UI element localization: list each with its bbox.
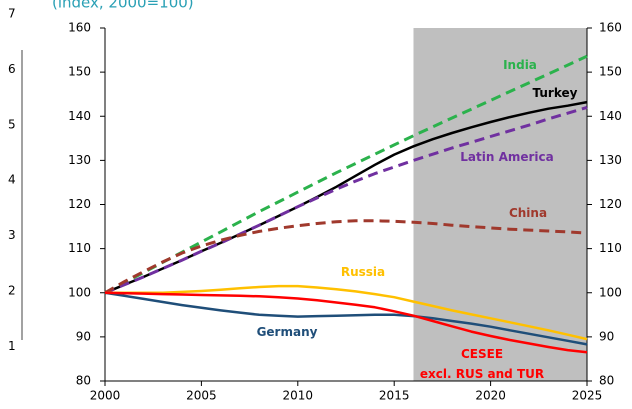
x-tick-label: 2025: [572, 389, 603, 403]
fragment-tick-label: 1: [8, 339, 16, 353]
series-label: CESEE excl. RUS and TUR: [419, 347, 545, 381]
series-line: [104, 291, 588, 346]
series-line: [104, 54, 588, 295]
y2-tick-label: 130: [599, 153, 622, 167]
series-label: India: [503, 58, 537, 72]
y-tick-label: 130: [68, 153, 91, 167]
y-tick-label: 150: [68, 65, 91, 79]
series-line: [104, 291, 588, 354]
forecast-shade: [413, 28, 587, 381]
fragment-tick-label: 2: [8, 284, 16, 298]
y2-tick-label: 90: [599, 329, 614, 343]
fragment-tick-label: 3: [8, 228, 16, 242]
fragment-tick-label: 4: [8, 173, 16, 187]
x-tick-label: 2015: [379, 389, 410, 403]
fragment-tick-label: 7: [8, 6, 16, 20]
series-line: [105, 284, 588, 341]
y2-tick-label: 80: [599, 374, 614, 388]
fragment-tick-label: 6: [8, 62, 16, 76]
series-label: Germany: [256, 325, 318, 339]
fragment-tick-label: 5: [8, 117, 16, 131]
x-tick-label: 2000: [90, 389, 121, 403]
y-tick-label: 160: [68, 21, 91, 35]
y2-tick-label: 120: [599, 197, 622, 211]
x-tick-label: 2020: [475, 389, 506, 403]
series-label: Russia: [340, 265, 386, 279]
y2-tick-label: 110: [599, 241, 622, 255]
y2-tick-label: 160: [599, 21, 622, 35]
y-tick-label: 80: [76, 374, 91, 388]
x-tick-label: 2010: [283, 389, 314, 403]
y2-tick-label: 100: [599, 285, 622, 299]
y-tick-label: 100: [68, 285, 91, 299]
series-label: China: [508, 206, 548, 220]
series-line: [104, 105, 588, 295]
series-label: Turkey: [532, 86, 578, 100]
series-label: Latin America: [460, 150, 554, 164]
chart-subtitle: (index, 2000=100): [52, 0, 194, 12]
y2-tick-label: 150: [599, 65, 622, 79]
y2-tick-label: 140: [599, 109, 622, 123]
y-tick-label: 90: [76, 329, 91, 343]
y-tick-label: 120: [68, 197, 91, 211]
y-tick-label: 140: [68, 109, 91, 123]
x-tick-label: 2005: [186, 389, 217, 403]
y-tick-label: 110: [68, 241, 91, 255]
